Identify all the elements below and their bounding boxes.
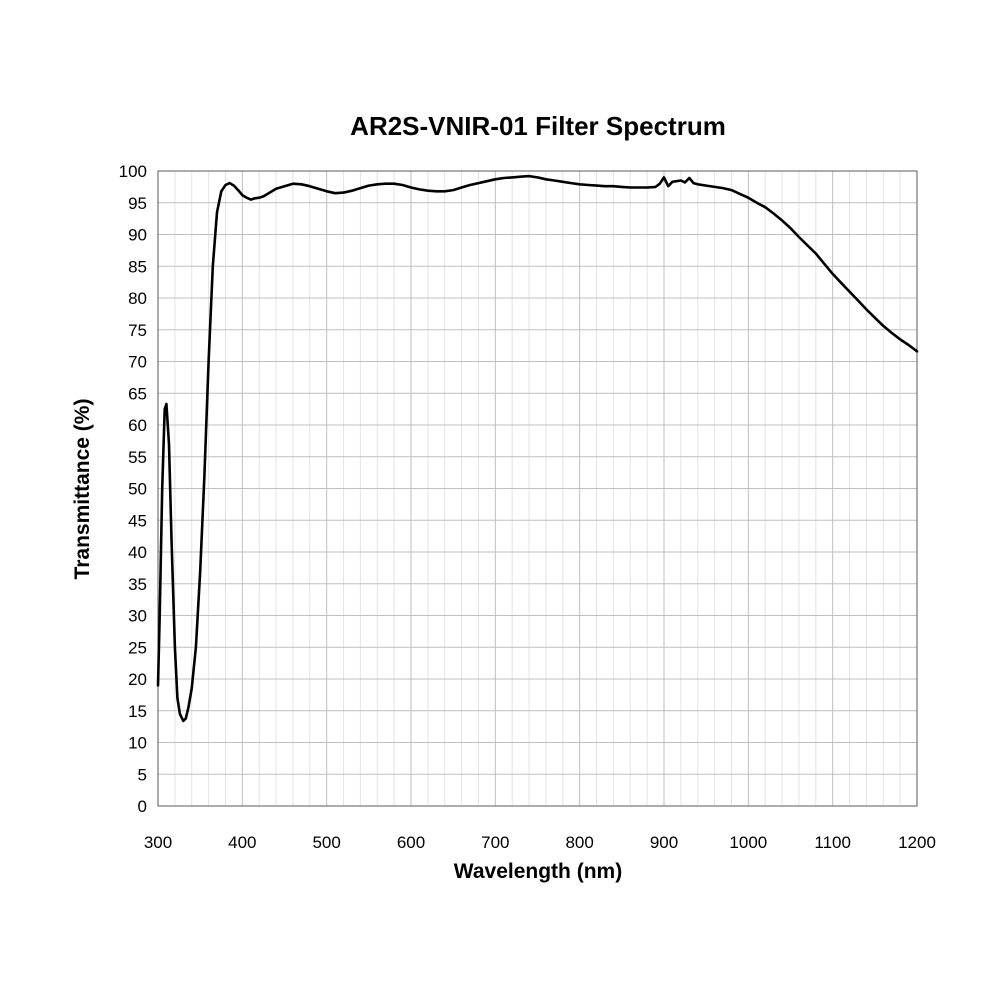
y-axis-label: Transmittance (%) <box>71 399 94 580</box>
y-tick-label: 50 <box>128 480 147 499</box>
y-tick-label: 90 <box>128 226 147 245</box>
y-tick-label: 45 <box>128 511 147 530</box>
y-tick-label: 60 <box>128 416 147 435</box>
x-tick-label: 1200 <box>898 833 936 852</box>
y-tick-label: 15 <box>128 702 147 721</box>
plot-area-frame <box>157 170 918 807</box>
y-tick-label: 40 <box>128 543 147 562</box>
y-tick-label: 20 <box>128 670 147 689</box>
y-tick-label: 70 <box>128 353 147 372</box>
y-tick-label: 75 <box>128 321 147 340</box>
x-tick-label: 1100 <box>814 833 851 852</box>
x-tick-label: 1000 <box>729 833 767 852</box>
x-tick-label: 500 <box>312 833 340 852</box>
x-tick-label: 400 <box>228 833 256 852</box>
y-tick-label: 80 <box>128 289 147 308</box>
y-tick-label: 5 <box>138 765 147 784</box>
y-tick-label: 85 <box>128 257 147 276</box>
y-tick-label: 30 <box>128 607 147 626</box>
y-tick-label: 55 <box>128 448 147 467</box>
x-tick-label: 700 <box>481 833 509 852</box>
x-tick-label: 300 <box>144 833 172 852</box>
x-tick-label: 600 <box>397 833 425 852</box>
y-tick-label: 65 <box>128 384 147 403</box>
y-tick-label: 95 <box>128 194 147 213</box>
x-tick-label: 900 <box>650 833 678 852</box>
x-axis-label: Wavelength (nm) <box>454 860 622 883</box>
y-tick-label: 100 <box>119 162 147 181</box>
major-gridlines <box>157 170 918 807</box>
x-axis-tick-labels: 300 400 500 600 700 800 900 1000 1100 1200 <box>144 833 936 852</box>
y-tick-label: 0 <box>138 797 147 816</box>
chart-title: AR2S-VNIR-01 Filter Spectrum <box>350 111 726 141</box>
y-tick-label: 25 <box>128 638 147 657</box>
y-axis-tick-labels: 0 5 10 15 20 25 30 35 40 45 50 55 60 65 70 75 80 85 90 95 10… <box>119 162 147 816</box>
y-tick-label: 35 <box>128 575 147 594</box>
x-tick-label: 800 <box>565 833 593 852</box>
transmittance-series-line <box>156 174 919 723</box>
y-tick-label: 10 <box>128 734 147 753</box>
